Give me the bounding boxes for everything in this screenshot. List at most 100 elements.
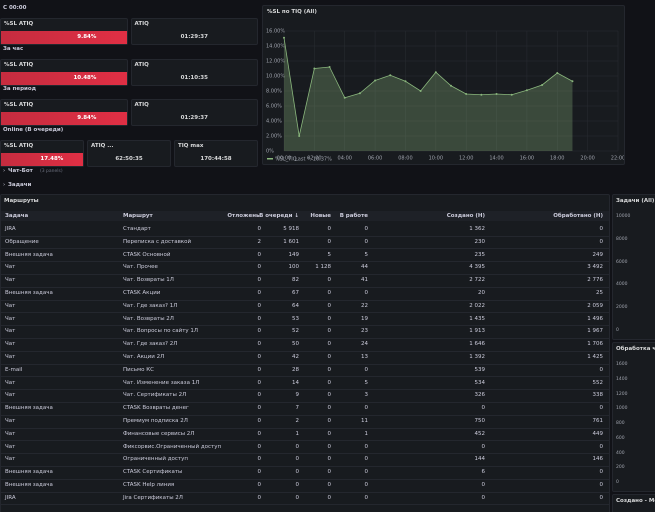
cell: JIRA	[5, 494, 16, 501]
cell: 0	[327, 302, 332, 309]
point	[374, 79, 377, 82]
cell: 0	[257, 392, 262, 399]
point	[313, 67, 316, 70]
cell: 0	[295, 456, 300, 463]
cell: CTASK Сертификаты	[123, 469, 183, 476]
cell: 0	[481, 494, 486, 501]
cell: 0	[327, 469, 332, 476]
cell: 82	[292, 277, 299, 284]
y-tick-label: 0%	[266, 149, 274, 155]
collapse-chevron[interactable]: ›	[3, 182, 6, 188]
cell: 0	[257, 379, 262, 386]
cell: 44	[361, 264, 368, 271]
row-note: (3 panels)	[40, 169, 63, 174]
cell: 19	[361, 315, 368, 322]
stat-bar: 17.48%	[1, 152, 83, 166]
stat-panel: %SL ATIQ 9.84%	[0, 18, 128, 45]
side-tick: 1000	[616, 406, 628, 412]
row-line	[1, 376, 609, 377]
cell: 1 435	[469, 315, 485, 322]
cell: 100	[288, 264, 300, 271]
cell: 0	[257, 251, 262, 258]
cell: Чат	[5, 354, 16, 360]
cell: 0	[599, 482, 604, 488]
cell: 230	[474, 238, 486, 245]
cell: 235	[474, 251, 486, 258]
cell: E-mail	[5, 366, 23, 373]
cell: 0	[364, 405, 369, 412]
stat-label: TIQ max	[178, 142, 204, 149]
section-title: С 00:00	[3, 5, 27, 11]
table-panel: Маршруты Задача Маршрут Отложены В очереди ↓…	[0, 194, 610, 512]
point	[480, 93, 483, 96]
cell: Чат. Где заказ? 1Л	[123, 302, 178, 309]
row-line	[1, 504, 609, 505]
side-panel: Задачи (All) 10000 8000 6000 4000 2000 0	[612, 194, 655, 340]
row-line	[1, 491, 609, 492]
cell: 0	[327, 482, 332, 488]
stat-label: %SL ATIQ	[4, 142, 34, 149]
cell: Фиксорвис.Ограниченный доступ	[123, 443, 222, 450]
row-line	[1, 235, 609, 236]
cell: 0	[295, 494, 300, 501]
cell: Чат	[5, 443, 16, 450]
x-tick-label: 18:00	[550, 156, 564, 162]
cell: 0	[364, 443, 369, 450]
cell: Чат	[5, 341, 16, 348]
cell: 0	[599, 443, 604, 450]
row-line	[1, 414, 609, 416]
stat-panel: TIQ max 170:44:58	[174, 139, 258, 167]
cell: 761	[592, 418, 604, 424]
table-header-bg	[1, 211, 609, 221]
cell: 24	[361, 341, 368, 348]
cell: CTASK Акции	[123, 290, 161, 296]
row-line	[1, 286, 609, 288]
stat-value: 01:29:37	[180, 34, 208, 40]
row-title[interactable]: Чат-Бот	[8, 168, 33, 174]
cell: Премиум подписка 2Л	[123, 418, 188, 424]
cell: 0	[257, 290, 262, 296]
row-line	[1, 440, 609, 441]
cell: 52	[292, 328, 299, 335]
cell: Чат	[5, 456, 16, 463]
legend-label: %SL_TIQ	[275, 157, 297, 163]
cell: 0	[364, 456, 369, 463]
cell: Чат	[5, 264, 16, 271]
cell: 552	[592, 379, 604, 386]
cell: Чат	[5, 379, 16, 386]
cell: 0	[327, 354, 332, 360]
cell: 28	[292, 366, 299, 373]
cell: 5	[364, 379, 369, 386]
stat-label: ATIQ	[134, 61, 149, 68]
cell: 1 601	[283, 238, 299, 245]
cell: 0	[481, 443, 486, 450]
side-tick: 800	[616, 421, 625, 426]
cell: 13	[361, 354, 368, 360]
cell: 0	[327, 392, 332, 399]
cell: 20	[478, 290, 485, 296]
cell: 0	[327, 315, 332, 322]
cell: 0	[481, 482, 486, 488]
x-tick-label: 02:00	[307, 156, 321, 162]
collapse-chevron[interactable]: ›	[3, 168, 6, 174]
cell: 0	[327, 277, 332, 284]
cell: 0	[257, 430, 262, 437]
stat-panel: ATIQ ... 62:50:35	[87, 139, 171, 167]
point	[571, 80, 574, 83]
cell: 0	[599, 238, 604, 245]
cell: 0	[327, 405, 332, 412]
cell: 0	[364, 482, 369, 488]
cell: 42	[292, 354, 299, 360]
column-header: В работе	[339, 213, 368, 219]
cell: 1 425	[587, 354, 603, 360]
x-tick-label: 16:00	[520, 156, 534, 162]
cell: 0	[257, 494, 262, 501]
point	[556, 72, 559, 74]
stat-label: %SL ATIQ	[4, 21, 34, 27]
cell: Чат. Акции 2Л	[123, 354, 165, 360]
cell: 14	[292, 379, 299, 386]
row-title[interactable]: Задачи	[8, 182, 32, 188]
cell: 0	[327, 443, 332, 450]
cell: Внешняя задача	[5, 469, 53, 476]
cell: 7	[295, 405, 300, 412]
